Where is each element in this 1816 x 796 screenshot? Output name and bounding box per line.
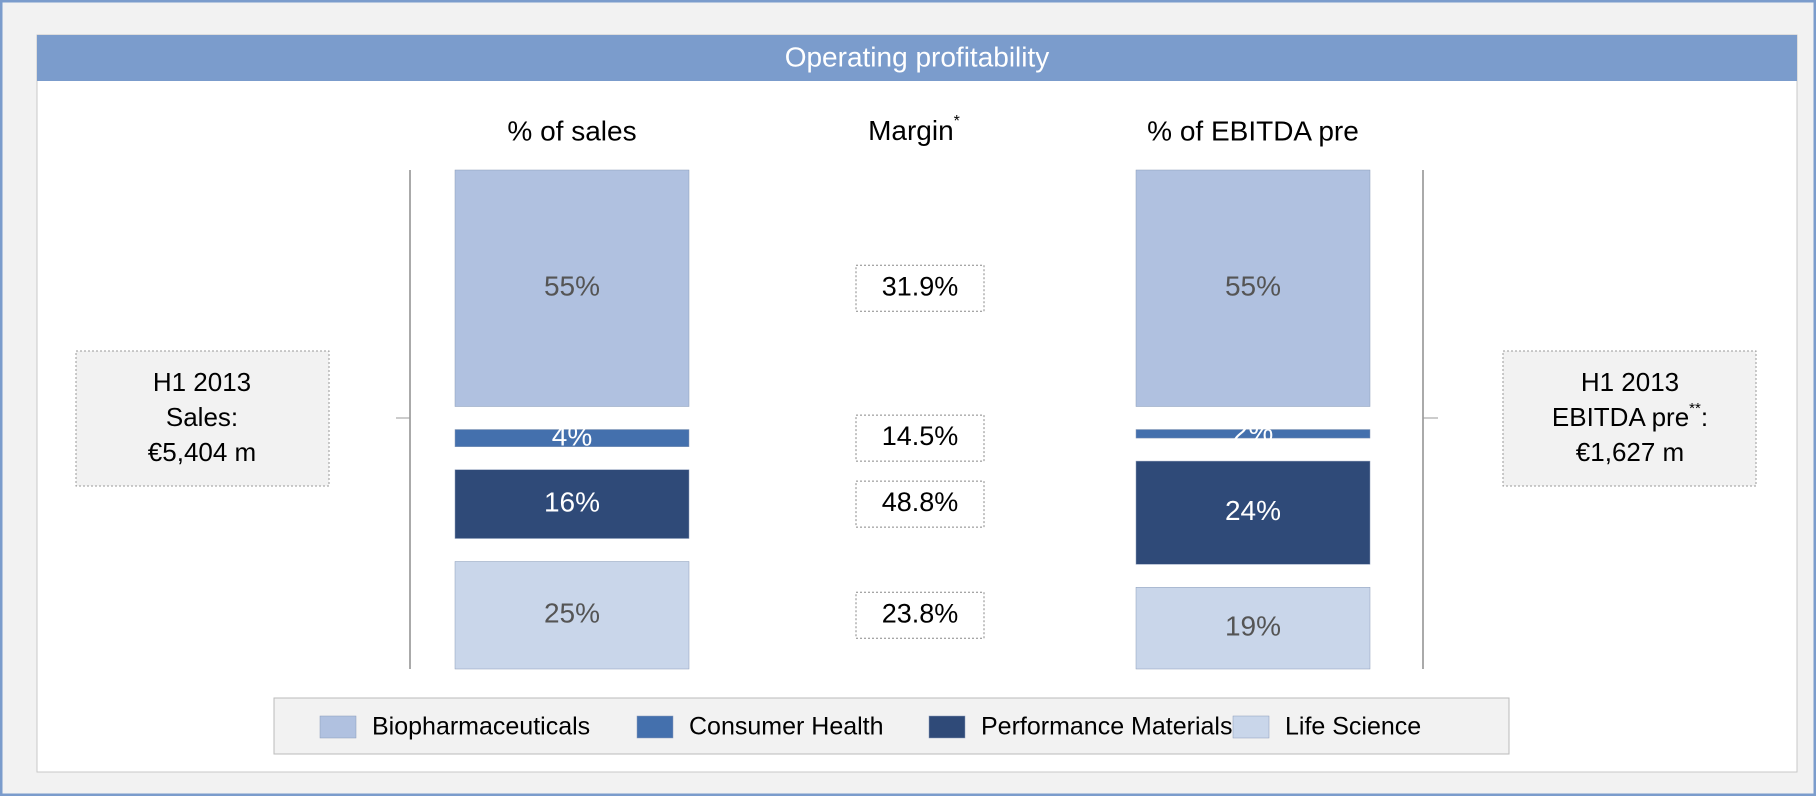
margin-title: Margin xyxy=(868,115,954,146)
right-box-text: : xyxy=(1701,402,1708,432)
bar-segment xyxy=(454,469,690,539)
right-box-text: H1 2013 xyxy=(1581,367,1679,397)
legend-swatch xyxy=(1232,715,1270,739)
legend-swatch xyxy=(319,715,357,739)
bar-segment xyxy=(454,169,690,407)
right-box-text: EBITDA pre**: xyxy=(1552,400,1708,432)
bar-segment xyxy=(1135,429,1371,439)
chart-title: Operating profitability xyxy=(785,41,1050,72)
margin-title: Margin* xyxy=(868,113,960,146)
column-title: % of sales xyxy=(507,115,636,146)
value-label: 55% xyxy=(1225,271,1281,302)
header-band xyxy=(37,35,1797,81)
left-box-text: H1 2013 xyxy=(153,367,251,397)
left-box-text: Sales: xyxy=(166,402,238,432)
right-box-text: EBITDA pre xyxy=(1552,402,1689,432)
margin-label: 14.5% xyxy=(882,421,959,451)
value-label: 55% xyxy=(544,271,600,302)
value-label: 24% xyxy=(1225,495,1281,526)
margin-box xyxy=(855,591,985,639)
legend-label: Life Science xyxy=(1285,713,1421,741)
right-box xyxy=(1502,350,1757,487)
legend-label: Biopharmaceuticals xyxy=(372,713,590,741)
legend-swatch xyxy=(636,715,674,739)
value-label: 19% xyxy=(1225,611,1281,642)
bar-segment xyxy=(1135,587,1371,670)
margin-box xyxy=(855,414,985,462)
margin-box xyxy=(855,480,985,528)
margin-label: 23.8% xyxy=(882,598,959,628)
footnote-mark: * xyxy=(954,113,960,130)
legend xyxy=(273,697,1510,755)
bar-segment xyxy=(1135,460,1371,565)
bar-segment xyxy=(454,429,690,447)
left-box-text: €5,404 m xyxy=(148,437,256,467)
bar-segment xyxy=(454,561,690,670)
footnote-mark: ** xyxy=(1689,400,1701,417)
bar-segment xyxy=(1135,169,1371,407)
margin-label: 31.9% xyxy=(882,271,959,301)
legend-label: Performance Materials xyxy=(981,713,1232,741)
value-label: 25% xyxy=(544,598,600,629)
value-label: 16% xyxy=(544,486,600,517)
right-box-text: €1,627 m xyxy=(1576,437,1684,467)
column-title: % of EBITDA pre xyxy=(1147,115,1359,146)
legend-label: Consumer Health xyxy=(689,713,884,741)
value-label: 2% xyxy=(1233,416,1273,447)
legend-swatch xyxy=(928,715,966,739)
margin-label: 48.8% xyxy=(882,487,959,517)
left-box xyxy=(75,350,330,487)
margin-box xyxy=(855,264,985,312)
value-label: 4% xyxy=(552,420,592,451)
